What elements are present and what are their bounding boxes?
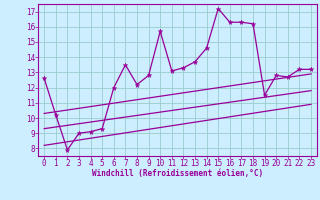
X-axis label: Windchill (Refroidissement éolien,°C): Windchill (Refroidissement éolien,°C) [92,169,263,178]
